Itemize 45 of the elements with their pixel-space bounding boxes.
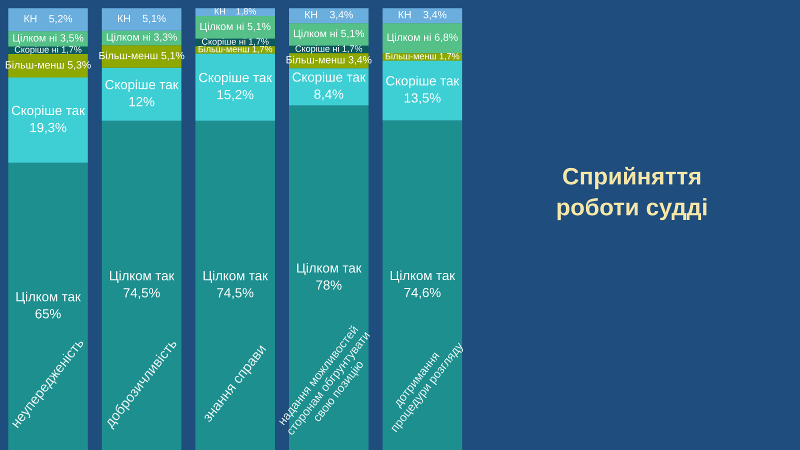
data-label: Скоріше так 19,3% (12, 105, 85, 134)
bar (8, 77, 88, 163)
data-label: Більш-менш 1,7% (386, 52, 460, 60)
bar (195, 120, 275, 450)
data-label: Більш-менш 5,3% (6, 60, 91, 70)
data-label: Більш-менш 1,7% (198, 46, 272, 54)
bar (8, 162, 88, 450)
bar (289, 23, 369, 46)
bar (289, 8, 369, 24)
bar (382, 23, 462, 54)
data-label: Скоріше ні 1,7% (14, 46, 82, 55)
data-label: Цілком так 74,5% (204, 270, 268, 300)
data-label: Скоріше так 8,4% (292, 72, 366, 100)
data-label: Скоріше ні 1,7% (296, 45, 362, 54)
data-label: Цілком так 78% (297, 262, 362, 290)
data-label: Цілком ні 6,8% (388, 33, 458, 43)
bar (289, 68, 369, 106)
data-label: Цілком ні 3,3% (106, 33, 177, 43)
bar (8, 8, 88, 32)
data-label: Скоріше так 15,2% (199, 72, 272, 101)
data-label: Цілком так 65% (16, 292, 81, 318)
data-label: КН 5,1% (118, 14, 166, 24)
data-label: КН 3,4% (305, 11, 353, 20)
bar (382, 8, 462, 24)
text: Сприйняття роботи судді (558, 166, 706, 220)
data-label: Цілком так 74,6% (390, 270, 456, 299)
bar (102, 68, 182, 121)
data-label: Більш-менш 5,1% (99, 52, 184, 61)
bar (102, 8, 182, 31)
data-label: Скоріше так 12% (105, 80, 179, 106)
bar (195, 16, 275, 39)
data-label: Цілком ні 3,5% (13, 34, 84, 44)
data-label: Цілком ні 5,1% (200, 22, 270, 32)
data-label: Цілком ні 5,1% (294, 30, 364, 40)
data-label: КН 5,2% (24, 15, 72, 24)
data-label: КН 3,4% (398, 11, 446, 20)
data-label: Більш-менш 3,4% (286, 56, 372, 65)
data-label: Скоріше так 13,5% (386, 76, 460, 104)
bar (382, 60, 462, 120)
data-label: Цілком так 74,5% (110, 270, 174, 300)
bar (382, 120, 462, 450)
bar (102, 120, 182, 450)
data-label: Скоріше ні 1,7% (202, 38, 269, 47)
bar (195, 54, 275, 121)
data-label: КН 1,8% (214, 8, 256, 16)
